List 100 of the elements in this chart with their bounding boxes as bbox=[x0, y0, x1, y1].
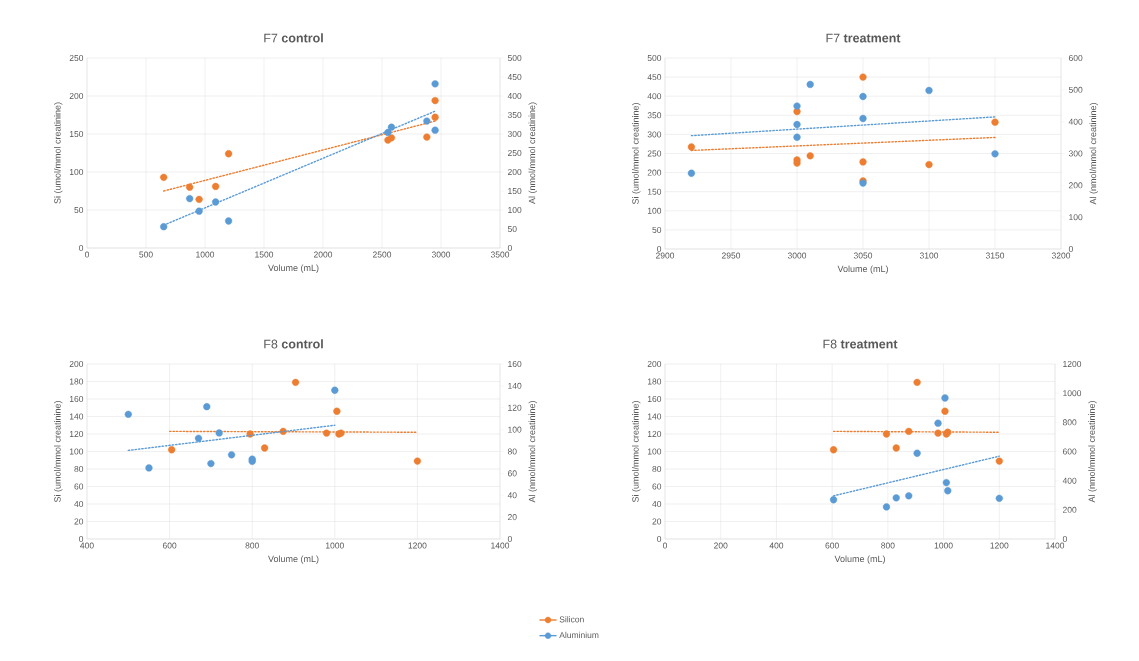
y-tick-label: 300 bbox=[647, 131, 662, 138]
y2-axis-title: Al (nmol/mmol creatinine) bbox=[528, 401, 537, 503]
y2-tick-label: 100 bbox=[508, 206, 522, 213]
x-tick-label: 1400 bbox=[1046, 542, 1065, 549]
y-tick-label: 40 bbox=[652, 500, 662, 507]
y2-tick-label: 1200 bbox=[1063, 360, 1082, 367]
y-tick-label: 350 bbox=[647, 112, 662, 119]
y-tick-label: 50 bbox=[74, 206, 84, 213]
y2-tick-label: 200 bbox=[1068, 182, 1083, 189]
y2-axis-title: Al (nmol/mmol creatinine) bbox=[528, 102, 537, 204]
y2-tick-label: 400 bbox=[1068, 118, 1083, 125]
legend-label: Aluminium bbox=[559, 631, 599, 639]
x-tick-label: 2950 bbox=[721, 252, 741, 259]
x-tick-label: 3000 bbox=[787, 252, 807, 259]
x-tick-label: 2900 bbox=[655, 252, 675, 259]
y-tick-label: 180 bbox=[69, 378, 84, 385]
y-tick-label: 0 bbox=[657, 536, 662, 542]
y-tick-label: 150 bbox=[69, 130, 84, 137]
y2-tick-label: 300 bbox=[507, 130, 522, 137]
x-tick-label: 3200 bbox=[1051, 252, 1071, 259]
x-axis-title: Volume (mL) bbox=[837, 265, 888, 274]
x-tick-label: 1000 bbox=[325, 542, 344, 549]
y-tick-label: 100 bbox=[69, 448, 84, 455]
x-tick-label: 0 bbox=[662, 542, 668, 549]
y2-tick-label: 500 bbox=[1068, 86, 1083, 93]
y2-tick-label: 800 bbox=[1062, 419, 1077, 426]
y-tick-label: 150 bbox=[647, 188, 662, 195]
x-tick-label: 600 bbox=[825, 542, 839, 549]
y2-tick-label: 0 bbox=[1068, 245, 1073, 252]
x-tick-label: 600 bbox=[162, 542, 177, 549]
y-tick-label: 180 bbox=[647, 378, 662, 385]
y-tick-label: 60 bbox=[74, 483, 84, 490]
x-tick-label: 3100 bbox=[919, 252, 939, 259]
y2-tick-label: 20 bbox=[507, 514, 517, 521]
x-tick-label: 2000 bbox=[313, 251, 333, 258]
legend-label: Silicon bbox=[559, 616, 584, 623]
y2-tick-label: 600 bbox=[1062, 448, 1077, 455]
chart-title: F7 treatment bbox=[826, 33, 901, 43]
y-tick-label: 40 bbox=[74, 500, 84, 507]
x-tick-label: 0 bbox=[84, 251, 90, 258]
x-tick-label: 1000 bbox=[934, 542, 953, 549]
y2-tick-label: 150 bbox=[508, 187, 522, 194]
y2-tick-label: 60 bbox=[507, 470, 517, 477]
y-tick-label: 0 bbox=[657, 245, 662, 252]
y2-tick-label: 40 bbox=[507, 492, 517, 499]
y-tick-label: 200 bbox=[647, 169, 662, 176]
y-tick-label: 120 bbox=[647, 430, 662, 437]
y2-tick-label: 500 bbox=[507, 54, 522, 61]
y-axis-title: Si (umol/mmol creatinine) bbox=[54, 401, 63, 503]
y-tick-label: 200 bbox=[69, 92, 84, 99]
y-tick-label: 60 bbox=[652, 483, 662, 490]
y-tick-label: 100 bbox=[647, 207, 662, 214]
y2-tick-label: 140 bbox=[508, 382, 522, 389]
y-tick-label: 250 bbox=[647, 150, 662, 157]
x-tick-label: 800 bbox=[881, 542, 895, 549]
y2-tick-label: 50 bbox=[507, 225, 517, 232]
y-tick-label: 120 bbox=[69, 430, 84, 437]
y-tick-label: 50 bbox=[652, 226, 662, 233]
chart-title: F7 control bbox=[264, 33, 323, 43]
x-tick-label: 800 bbox=[245, 542, 259, 549]
x-tick-label: 1200 bbox=[408, 542, 427, 549]
y2-tick-label: 400 bbox=[1062, 477, 1077, 484]
y-tick-label: 20 bbox=[74, 518, 84, 525]
x-tick-label: 3050 bbox=[853, 252, 873, 259]
y2-tick-label: 160 bbox=[508, 360, 522, 367]
x-tick-label: 3150 bbox=[985, 252, 1005, 259]
y2-tick-label: 600 bbox=[1068, 54, 1083, 61]
y-tick-label: 200 bbox=[69, 360, 84, 367]
y-axis-title: Si (umol/mmol creatinine) bbox=[632, 103, 641, 205]
y2-tick-label: 200 bbox=[507, 168, 522, 175]
y2-tick-label: 400 bbox=[507, 92, 522, 99]
y-tick-label: 400 bbox=[647, 93, 662, 100]
y-tick-label: 100 bbox=[69, 168, 84, 175]
y2-tick-label: 0 bbox=[1062, 536, 1067, 542]
x-axis-title: Volume (mL) bbox=[268, 264, 319, 273]
y-tick-label: 250 bbox=[69, 54, 84, 61]
x-tick-label: 500 bbox=[139, 251, 153, 258]
y2-tick-label: 100 bbox=[508, 426, 522, 433]
y-axis-title: Si (umol/mmol creatinine) bbox=[54, 102, 63, 204]
y2-tick-label: 0 bbox=[507, 244, 512, 251]
y-tick-label: 140 bbox=[647, 413, 662, 420]
y2-tick-label: 0 bbox=[507, 536, 512, 542]
chart-title: F8 control bbox=[264, 339, 323, 349]
y2-tick-label: 350 bbox=[507, 111, 522, 118]
x-axis-title: Volume (mL) bbox=[268, 555, 319, 564]
y-tick-label: 200 bbox=[647, 360, 662, 367]
y2-tick-label: 200 bbox=[1062, 506, 1077, 513]
y2-tick-label: 1000 bbox=[1063, 390, 1082, 397]
y-tick-label: 80 bbox=[74, 466, 84, 472]
y-axis-title: Si (umol/mmol creatinine) bbox=[632, 401, 641, 503]
y2-tick-label: 300 bbox=[1068, 150, 1083, 157]
y-tick-label: 100 bbox=[647, 448, 662, 455]
x-tick-label: 3500 bbox=[490, 251, 510, 258]
y-tick-label: 0 bbox=[79, 244, 84, 251]
y2-axis-title: Al (nmol/mmol creatinine) bbox=[1088, 401, 1097, 503]
y2-tick-label: 250 bbox=[507, 149, 522, 156]
x-tick-label: 1400 bbox=[491, 542, 510, 549]
x-tick-label: 1000 bbox=[196, 251, 215, 258]
y-tick-label: 160 bbox=[69, 395, 84, 402]
x-tick-label: 2500 bbox=[372, 251, 392, 258]
